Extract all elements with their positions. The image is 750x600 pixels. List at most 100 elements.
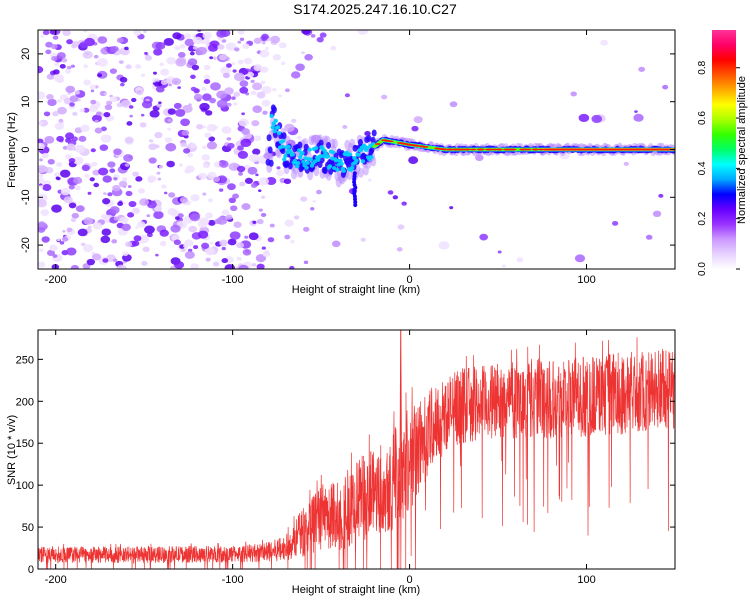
heatmap-cell bbox=[401, 201, 407, 206]
heatmap-cell bbox=[201, 154, 211, 161]
heatmap-cell bbox=[71, 212, 80, 219]
y-tick: 0 bbox=[20, 146, 675, 153]
heatmap-cell bbox=[231, 62, 236, 66]
heatmap-cell bbox=[128, 200, 137, 208]
heatmap-cell bbox=[225, 214, 233, 220]
svg-text:-100: -100 bbox=[222, 574, 244, 586]
heatmap-cell bbox=[189, 142, 197, 149]
heatmap-cell bbox=[92, 222, 103, 230]
heatmap-cell bbox=[49, 244, 58, 252]
heatmap-cell bbox=[248, 153, 260, 163]
heatmap-cell bbox=[316, 36, 324, 43]
heatmap-cell bbox=[204, 247, 216, 256]
heatmap-cell bbox=[252, 220, 257, 224]
heatmap-cell bbox=[188, 225, 198, 233]
heatmap-cell bbox=[154, 144, 160, 149]
heatmap-cell bbox=[387, 140, 394, 143]
heatmap-cell bbox=[392, 195, 399, 200]
heatmap-cell bbox=[212, 56, 217, 60]
svg-text:50: 50 bbox=[22, 522, 34, 534]
heatmap-cell bbox=[155, 42, 166, 50]
snr-y-label: SNR (10 * v/v) bbox=[6, 415, 18, 485]
heatmap-cell bbox=[276, 131, 282, 136]
heatmap-cell bbox=[281, 138, 286, 143]
heatmap-cell bbox=[220, 66, 231, 75]
heatmap-cell bbox=[259, 49, 270, 58]
heatmap-cell bbox=[357, 138, 363, 146]
heatmap-cell bbox=[40, 35, 45, 38]
heatmap-cell bbox=[54, 62, 59, 67]
heatmap-cell bbox=[319, 32, 327, 38]
heatmap-cell bbox=[179, 196, 188, 204]
heatmap-cell bbox=[269, 223, 275, 228]
heatmap-cell bbox=[202, 31, 212, 40]
heatmap-cell bbox=[158, 164, 164, 169]
heatmap-cell bbox=[124, 163, 130, 167]
heatmap-cell bbox=[52, 69, 60, 75]
heatmap-cell bbox=[280, 61, 286, 66]
heatmap-cell bbox=[113, 148, 122, 156]
heatmap-cell bbox=[478, 148, 485, 151]
heatmap-cell bbox=[68, 184, 75, 190]
heatmap-cell bbox=[120, 99, 132, 108]
heatmap-cell bbox=[449, 206, 454, 210]
heatmap-cell bbox=[202, 93, 212, 101]
heatmap-cell bbox=[217, 44, 225, 50]
heatmap-cell bbox=[125, 241, 133, 247]
heatmap-cell bbox=[167, 119, 172, 123]
snr-y-ticks: 0 50 100 150 200 250 bbox=[16, 354, 675, 576]
x-tick: 0 bbox=[407, 30, 413, 286]
heatmap-cell bbox=[70, 217, 77, 223]
heatmap-cell bbox=[305, 160, 310, 165]
heatmap-cell bbox=[62, 30, 71, 36]
heatmap-cell bbox=[304, 165, 309, 170]
heatmap-cell bbox=[66, 143, 76, 151]
heatmap-cell bbox=[160, 68, 170, 76]
heatmap-cell bbox=[278, 42, 287, 49]
heatmap-cell bbox=[206, 141, 218, 150]
heatmap-cell bbox=[203, 64, 211, 71]
heatmap-cell bbox=[245, 249, 250, 254]
heatmap-cell bbox=[140, 73, 146, 78]
heatmap-cell bbox=[283, 178, 292, 185]
heatmap-cell bbox=[90, 148, 96, 153]
x-tick: 100 bbox=[577, 330, 596, 586]
heatmap-cell bbox=[168, 83, 172, 87]
heatmap-cell bbox=[181, 248, 186, 253]
heatmap-cell bbox=[174, 216, 180, 220]
heatmap-cell bbox=[177, 213, 184, 218]
heatmap-cell bbox=[244, 177, 253, 185]
heatmap-cell bbox=[38, 66, 44, 74]
heatmap-cell bbox=[58, 118, 64, 123]
heatmap-cell bbox=[38, 121, 44, 126]
heatmap-cell bbox=[239, 86, 249, 94]
heatmap-cell bbox=[59, 241, 65, 245]
heatmap-cell bbox=[152, 71, 157, 75]
heatmap-cell bbox=[270, 35, 281, 44]
heatmap-cell bbox=[645, 234, 653, 240]
heatmap-cell bbox=[370, 136, 376, 144]
heatmap-cell bbox=[346, 161, 352, 169]
heatmap-cell bbox=[258, 177, 269, 186]
heatmap-cell bbox=[219, 160, 229, 168]
heatmap-cell bbox=[281, 132, 287, 140]
heatmap-cell bbox=[239, 181, 246, 187]
heatmap-cell bbox=[516, 257, 524, 263]
heatmap-cell bbox=[227, 238, 237, 246]
heatmap-cell bbox=[250, 183, 258, 188]
heatmap-cell bbox=[183, 33, 191, 39]
heatmap-cell bbox=[140, 97, 145, 101]
heatmap-cell bbox=[96, 111, 102, 116]
heatmap-cell bbox=[66, 65, 72, 70]
heatmap-cell bbox=[260, 66, 269, 73]
heatmap-cell bbox=[190, 194, 200, 202]
heatmap-cell bbox=[273, 118, 279, 123]
heatmap-cell bbox=[330, 45, 337, 51]
heatmap-cell bbox=[56, 238, 61, 242]
heatmap-cell bbox=[315, 189, 322, 195]
heatmap-cell bbox=[159, 229, 169, 237]
heatmap-cell bbox=[352, 144, 358, 152]
heatmap-cell bbox=[310, 207, 315, 211]
heatmap-cell bbox=[144, 55, 153, 61]
